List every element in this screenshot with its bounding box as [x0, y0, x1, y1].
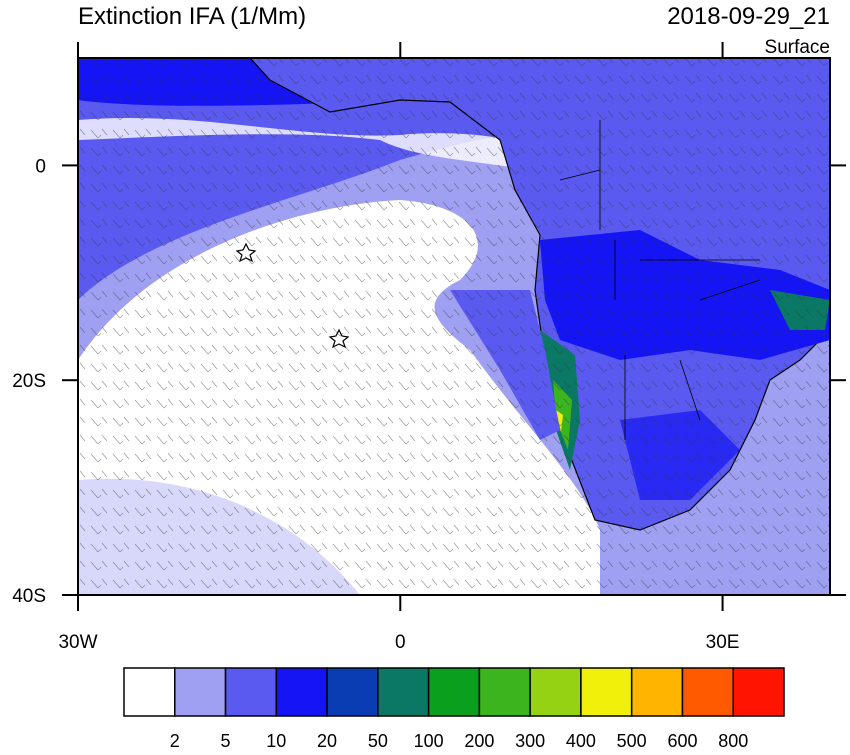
colorbar-label: 200 — [464, 731, 494, 750]
colorbar-box — [427, 667, 481, 717]
level: Surface — [765, 37, 830, 58]
y-tick-label: 20S — [12, 371, 46, 392]
colorbar-label: 20 — [317, 731, 337, 750]
map-field — [78, 58, 830, 595]
colorbar-box — [630, 667, 684, 717]
colorbar-box — [377, 667, 430, 717]
colorbar-box — [478, 667, 531, 717]
x-tick-label: 30E — [706, 632, 740, 653]
colorbar-label: 50 — [368, 731, 388, 750]
colorbar-box — [275, 667, 328, 717]
colorbar-label: 300 — [515, 731, 545, 750]
colorbar-label: 100 — [414, 731, 444, 750]
colorbar-label: 10 — [266, 731, 286, 750]
colorbar: 2 5 10 20 50 100 200 300 400 500 600 800 — [123, 667, 785, 751]
date: 2018-09-29_21 — [667, 3, 830, 30]
colorbar-box — [580, 667, 633, 717]
colorbar-label: 400 — [566, 731, 596, 750]
colorbar-label: 600 — [667, 731, 697, 750]
colorbar-box — [326, 667, 379, 717]
colorbar-box — [174, 667, 227, 717]
colorbar-label: 5 — [221, 731, 231, 750]
y-tick-label: 40S — [12, 586, 46, 607]
colorbar-box — [732, 667, 785, 717]
y-tick-label: 0 — [35, 156, 46, 177]
title: Extinction IFA (1/Mm) — [78, 3, 306, 30]
map-frame — [77, 57, 831, 596]
x-tick-label: 0 — [395, 632, 406, 653]
x-tick-label: 30W — [58, 632, 97, 653]
colorbar-box — [529, 667, 582, 717]
site-marker — [328, 328, 350, 349]
colorbar-label: 800 — [718, 731, 748, 750]
site-marker — [235, 242, 257, 263]
wind-barbs — [78, 58, 830, 595]
colorbar-label: 2 — [170, 731, 180, 750]
colorbar-box — [123, 667, 176, 717]
colorbar-box — [224, 667, 278, 717]
colorbar-box — [681, 667, 734, 717]
axes: 30W 0 30E 0 20S 40S — [12, 42, 846, 653]
colorbar-label: 500 — [617, 731, 647, 750]
